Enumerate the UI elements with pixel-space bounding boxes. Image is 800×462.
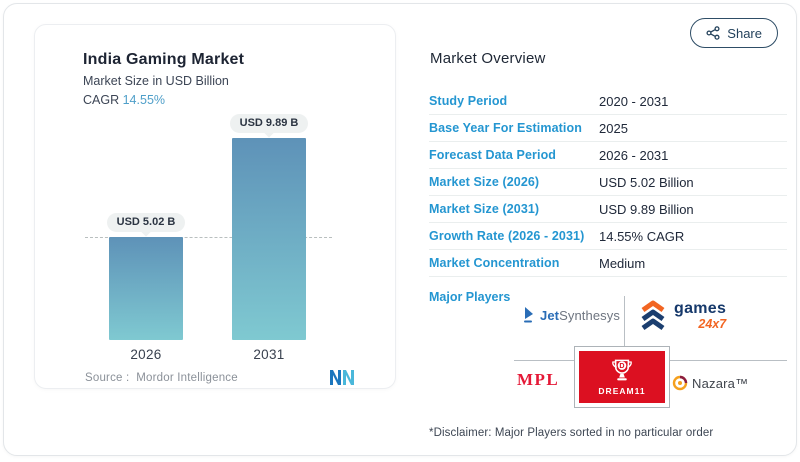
table-row-market-size-2031: Market Size (2031) USD 9.89 Billion <box>429 196 787 223</box>
bar-group-2031: USD 9.89 B 2031 <box>229 114 309 362</box>
chart-subtitle: Market Size in USD Billion <box>83 74 229 88</box>
nazara-logo: Nazara™ <box>672 375 748 391</box>
players-connector-vertical <box>624 296 625 346</box>
row-value: USD 5.02 Billion <box>599 174 694 190</box>
mpl-logo: MPL <box>517 370 559 390</box>
chart-cagr: CAGR 14.55% <box>83 93 165 107</box>
bar-value-label-2031: USD 9.89 B <box>229 114 309 133</box>
major-players-label: Major Players <box>429 290 511 304</box>
source-row: Source : Mordor Intelligence <box>85 370 355 385</box>
table-row-forecast-period: Forecast Data Period 2026 - 2031 <box>429 142 787 169</box>
row-label: Forecast Data Period <box>429 148 557 162</box>
dream11-box: D DREAM11 <box>574 346 670 408</box>
games24x7-icon <box>641 300 665 331</box>
row-value: 2020 - 2031 <box>599 93 669 109</box>
chart-card: India Gaming Market Market Size in USD B… <box>34 24 396 389</box>
dream11-wordmark: DREAM11 <box>598 386 646 396</box>
table-row-growth-rate: Growth Rate (2026 - 2031) 14.55% CAGR <box>429 223 787 250</box>
mpl-wordmark: MPL <box>517 370 560 389</box>
row-label: Growth Rate (2026 - 2031) <box>429 229 585 243</box>
row-label: Study Period <box>429 94 508 108</box>
nazara-icon <box>672 375 688 391</box>
bar-group-2026: USD 5.02 B 2026 <box>106 213 186 362</box>
jetsynthesys-wordmark: JetSynthesys <box>540 307 620 323</box>
games24x7-logo: games 24x7 <box>638 298 726 334</box>
chart-title: India Gaming Market <box>83 51 245 68</box>
source-label: Source : <box>85 371 130 384</box>
infographic-card: Share India Gaming Market Market Size in… <box>3 3 797 456</box>
bar-2026 <box>109 237 183 340</box>
source-value: Mordor Intelligence <box>136 371 238 384</box>
row-value: 2025 <box>599 120 628 136</box>
dream11-logo: D DREAM11 <box>579 351 665 403</box>
nazara-wordmark: Nazara™ <box>692 375 749 391</box>
jetsynthesys-icon <box>524 307 533 323</box>
overview-table: Study Period 2020 - 2031 Base Year For E… <box>429 88 787 277</box>
x-tick-2026: 2026 <box>130 347 162 362</box>
table-row-base-year: Base Year For Estimation 2025 <box>429 115 787 142</box>
disclaimer-text: *Disclaimer: Major Players sorted in no … <box>429 427 714 439</box>
row-value: 2026 - 2031 <box>599 147 669 163</box>
cagr-value: 14.55% <box>122 93 166 107</box>
row-value: Medium <box>599 255 646 271</box>
bar-chart-plot: USD 5.02 B 2026 USD 9.89 B 2031 <box>35 25 395 362</box>
bar-value-label-2026: USD 5.02 B <box>106 213 186 232</box>
jetsynthesys-logo: JetSynthesys <box>522 306 620 324</box>
mordor-intelligence-logo-icon <box>330 370 354 385</box>
dream11-trophy-icon: D <box>612 359 632 381</box>
row-value: USD 9.89 Billion <box>599 201 694 217</box>
reference-dashed-line <box>85 237 332 238</box>
x-tick-2031: 2031 <box>253 347 285 362</box>
share-button[interactable]: Share <box>690 18 778 48</box>
games24x7-wordmark: games 24x7 <box>674 300 727 332</box>
table-row-market-concentration: Market Concentration Medium <box>429 250 787 277</box>
row-value: 14.55% CAGR <box>599 228 685 244</box>
table-row-study-period: Study Period 2020 - 2031 <box>429 88 787 115</box>
row-label: Market Size (2031) <box>429 202 540 216</box>
svg-text:D: D <box>619 362 624 370</box>
bar-2031 <box>232 138 306 340</box>
share-nodes-icon <box>706 26 720 40</box>
cagr-label: CAGR <box>83 93 120 107</box>
row-label: Market Size (2026) <box>429 175 540 189</box>
row-label: Base Year For Estimation <box>429 121 582 135</box>
market-overview-heading: Market Overview <box>430 50 546 67</box>
share-button-label: Share <box>727 25 762 41</box>
table-row-market-size-2026: Market Size (2026) USD 5.02 Billion <box>429 169 787 196</box>
row-label: Market Concentration <box>429 256 560 270</box>
